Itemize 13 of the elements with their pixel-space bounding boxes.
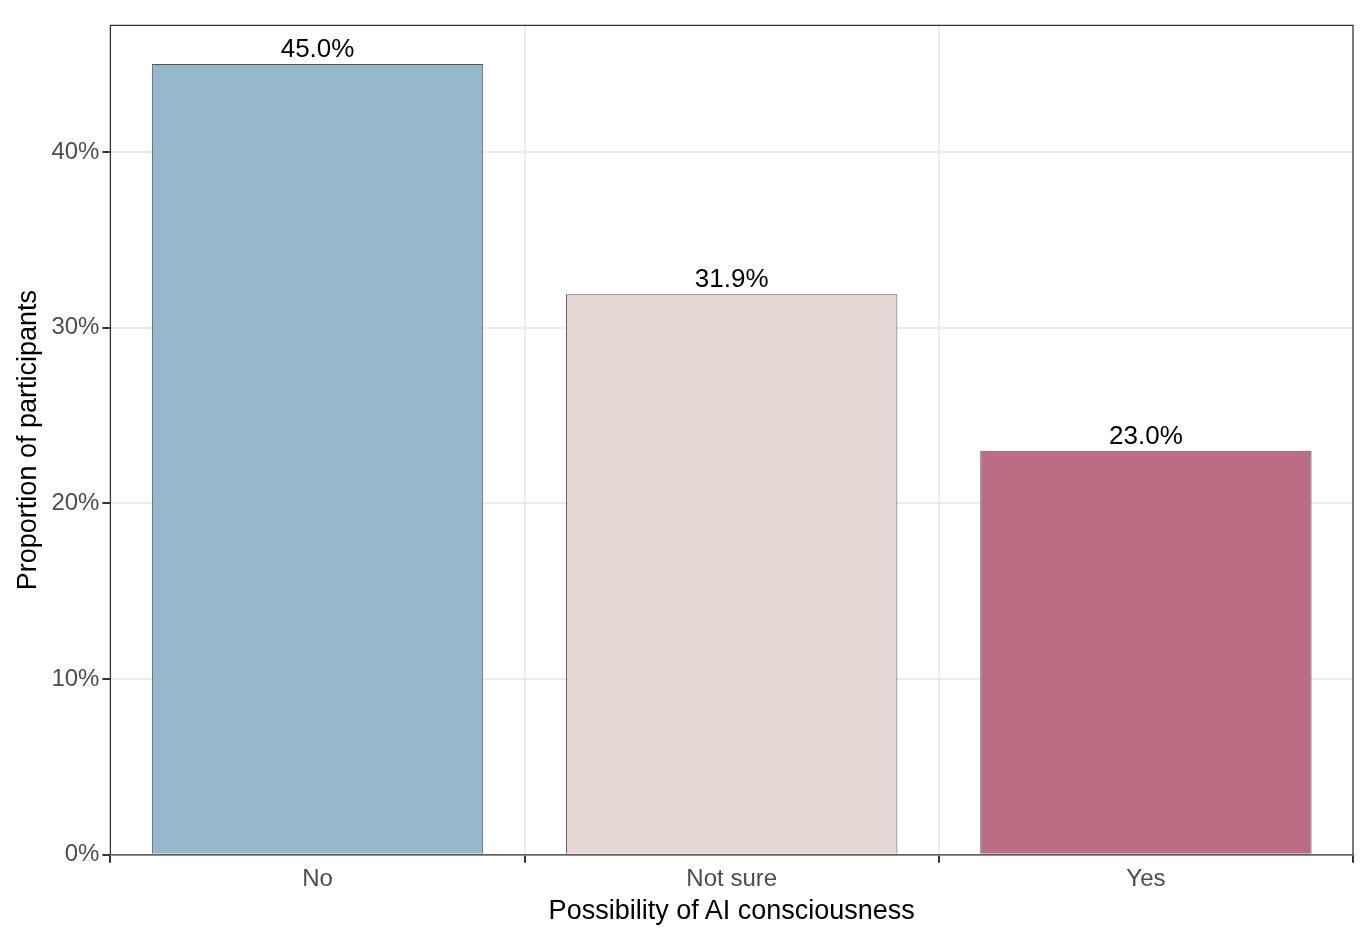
x-tick-label: Not sure <box>686 863 778 891</box>
y-tick-label: 30% <box>51 312 100 340</box>
data-label: 45.0% <box>280 33 355 64</box>
y-tick-label: 0% <box>64 839 100 867</box>
x-tick-label: Yes <box>1126 863 1166 891</box>
x-tick-label: No <box>302 863 333 891</box>
y-tick-label: 10% <box>51 663 100 691</box>
y-tick-label: 40% <box>51 136 100 164</box>
data-label: 31.9% <box>694 263 769 294</box>
x-axis-title: Possibility of AI consciousness <box>548 895 915 926</box>
data-label: 23.0% <box>1109 419 1183 450</box>
y-axis-title: Proportion of participants <box>11 290 42 591</box>
y-tick-label: 20% <box>51 487 100 515</box>
